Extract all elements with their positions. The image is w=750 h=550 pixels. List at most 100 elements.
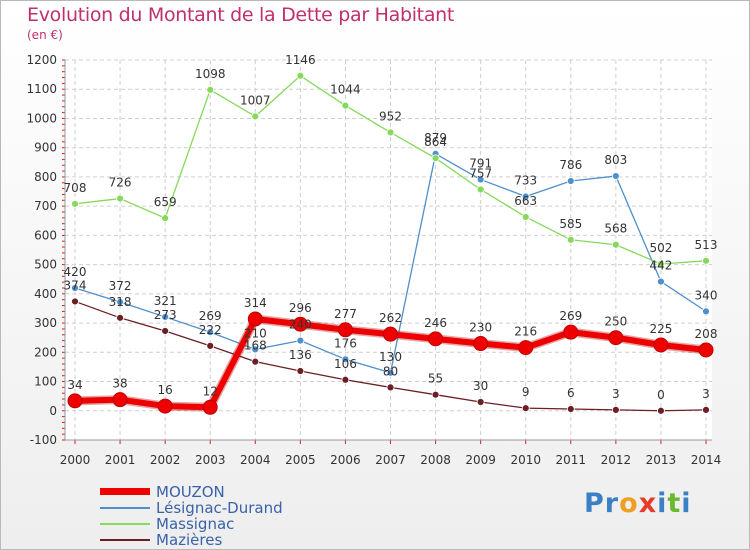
data-point-massignac xyxy=(702,256,710,265)
data-point-mazi-res xyxy=(386,383,395,392)
logo-letter: t xyxy=(667,488,682,519)
chart-unit: (en €) xyxy=(27,28,63,42)
data-point-massignac xyxy=(296,71,305,80)
data-label-mouzon: 250 xyxy=(604,315,627,329)
data-label-l-signac-durand: 803 xyxy=(604,153,627,167)
legend-swatch xyxy=(100,538,150,541)
data-point-l-signac-durand xyxy=(611,172,620,180)
data-point-massignac xyxy=(206,85,215,94)
data-label-massignac: 757 xyxy=(469,166,492,180)
data-point-mouzon xyxy=(563,324,579,340)
logo-letter: P xyxy=(584,488,605,519)
data-point-mazi-res xyxy=(161,327,170,335)
data-label-massignac: 585 xyxy=(559,217,582,231)
data-label-mouzon: 16 xyxy=(158,383,173,397)
data-point-l-signac-durand xyxy=(521,192,530,201)
plot-area xyxy=(65,60,712,440)
data-label-l-signac-durand: 786 xyxy=(559,158,582,172)
data-point-mazi-res xyxy=(296,367,305,375)
data-point-mazi-res xyxy=(206,341,215,350)
data-point-mouzon xyxy=(157,398,173,414)
data-label-l-signac-durand: 733 xyxy=(514,174,537,188)
data-label-mazi-res: 374 xyxy=(64,278,87,292)
data-point-l-signac-durand xyxy=(296,336,305,345)
data-label-l-signac-durand: 240 xyxy=(289,318,312,332)
data-label-mazi-res: 106 xyxy=(334,357,357,371)
data-point-massignac xyxy=(71,199,79,208)
data-point-mazi-res xyxy=(521,404,530,413)
data-point-mazi-res xyxy=(341,375,350,384)
data-point-mouzon xyxy=(518,340,534,356)
data-label-l-signac-durand: 269 xyxy=(199,309,222,323)
y-tick-label: 500 xyxy=(34,258,57,272)
data-point-massignac xyxy=(341,101,350,110)
data-point-l-signac-durand xyxy=(71,284,79,292)
x-tick-label: 2008 xyxy=(420,453,451,467)
data-label-mazi-res: 55 xyxy=(428,372,443,386)
x-tick-label: 2012 xyxy=(601,453,632,467)
x-tick-label: 2011 xyxy=(556,453,587,467)
data-point-mazi-res xyxy=(476,398,485,406)
y-tick-label: 900 xyxy=(34,141,57,155)
data-point-mouzon xyxy=(608,330,624,346)
data-label-massignac: 659 xyxy=(154,195,177,209)
data-label-l-signac-durand: 879 xyxy=(424,131,447,145)
y-tick-label: 1100 xyxy=(26,82,57,96)
x-tick-label: 2007 xyxy=(375,453,406,467)
data-point-mouzon xyxy=(292,316,308,332)
data-label-mazi-res: 80 xyxy=(383,364,398,378)
data-label-massignac: 663 xyxy=(514,194,537,208)
logo-letter: i xyxy=(657,488,668,519)
y-tick-label: 100 xyxy=(34,375,57,389)
data-label-massignac: 864 xyxy=(424,135,447,149)
data-point-massignac xyxy=(116,194,124,203)
data-label-massignac: 568 xyxy=(604,222,627,236)
data-point-mouzon xyxy=(428,331,444,347)
data-point-mazi-res xyxy=(566,405,575,413)
data-label-massignac: 1007 xyxy=(240,93,271,107)
chart-title: Evolution du Montant de la Dette par Hab… xyxy=(27,4,455,26)
data-point-massignac xyxy=(161,214,170,223)
data-point-mouzon xyxy=(383,326,398,342)
data-point-l-signac-durand xyxy=(116,298,124,306)
data-label-mazi-res: 222 xyxy=(199,323,222,337)
data-point-mazi-res xyxy=(116,313,124,322)
data-point-mazi-res xyxy=(657,406,665,415)
data-label-mouzon: 216 xyxy=(514,325,537,339)
data-label-mouzon: 269 xyxy=(559,309,582,323)
data-point-massignac xyxy=(431,154,440,163)
x-tick-label: 2000 xyxy=(60,453,91,467)
data-point-l-signac-durand xyxy=(386,368,395,377)
data-label-mazi-res: 3 xyxy=(612,387,620,401)
y-tick-label: -100 xyxy=(30,433,57,447)
x-tick-label: 2006 xyxy=(330,453,361,467)
data-label-massignac: 726 xyxy=(109,176,132,190)
data-label-l-signac-durand: 442 xyxy=(649,259,672,273)
legend-label: Massignac xyxy=(156,514,235,533)
data-label-massignac: 708 xyxy=(64,181,87,195)
data-point-l-signac-durand xyxy=(251,345,260,354)
data-label-l-signac-durand: 420 xyxy=(64,265,87,279)
data-label-mazi-res: 30 xyxy=(473,379,488,393)
x-tick-label: 2001 xyxy=(105,453,136,467)
logo-letter: o xyxy=(619,488,639,519)
data-label-l-signac-durand: 130 xyxy=(379,350,402,364)
data-label-l-signac-durand: 791 xyxy=(469,157,492,171)
y-tick-label: 200 xyxy=(34,345,57,359)
data-label-massignac: 502 xyxy=(649,241,672,255)
y-tick-label: 0 xyxy=(49,404,57,418)
data-label-massignac: 952 xyxy=(379,109,402,123)
data-label-mouzon: 38 xyxy=(112,377,127,391)
data-point-mouzon xyxy=(67,393,83,409)
y-tick-label: 1000 xyxy=(26,111,57,125)
y-tick-label: 300 xyxy=(34,316,57,330)
data-label-mouzon: 314 xyxy=(244,296,267,310)
data-point-l-signac-durand xyxy=(702,307,710,316)
data-label-l-signac-durand: 210 xyxy=(244,326,267,340)
data-label-mouzon: 34 xyxy=(67,378,82,392)
y-tick-label: 400 xyxy=(34,287,57,301)
legend-swatch xyxy=(100,488,150,495)
data-label-l-signac-durand: 340 xyxy=(695,288,718,302)
data-point-mazi-res xyxy=(71,297,79,306)
data-point-mazi-res xyxy=(611,405,620,414)
